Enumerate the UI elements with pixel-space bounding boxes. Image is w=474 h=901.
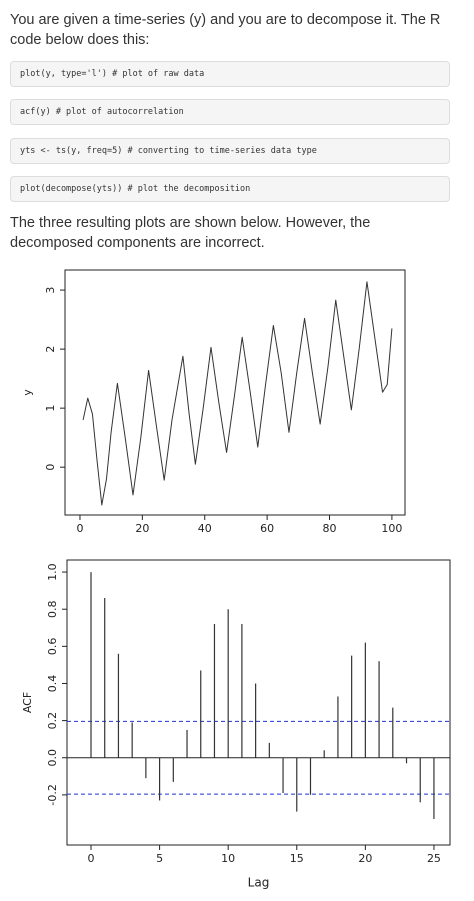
x-tick-label: 100	[381, 522, 402, 535]
y-tick-label: 2	[44, 346, 57, 353]
x-tick-label: 20	[135, 522, 149, 535]
y-tick-label: 0.6	[46, 638, 59, 656]
y-axis-label: ACF	[21, 692, 34, 713]
plot-frame	[64, 269, 406, 516]
y-tick-label: 1.0	[46, 563, 59, 581]
y-tick-label: 0.0	[46, 749, 59, 767]
x-tick-label: 10	[221, 852, 235, 865]
paragraph: The three resulting plots are shown belo…	[10, 215, 371, 251]
y-tick-label: 1	[44, 405, 57, 412]
y-tick-label: -0.2	[46, 784, 59, 805]
x-tick-label: 60	[260, 522, 274, 535]
series-line	[82, 281, 393, 506]
x-tick-label: 25	[427, 852, 441, 865]
code-block: yts <- ts(y, freq=5) # converting to tim…	[10, 138, 450, 164]
x-tick-label: 40	[198, 522, 212, 535]
x-tick-label: 15	[290, 852, 304, 865]
code-block: acf(y) # plot of autocorrelation	[10, 99, 450, 125]
y-tick-label: 0.2	[46, 712, 59, 730]
code-block: plot(y, type='l') # plot of raw data	[10, 61, 450, 87]
x-tick-label: 0	[88, 852, 95, 865]
paragraph: You are given a time-series (y) and you …	[10, 12, 441, 48]
x-tick-label: 80	[323, 522, 337, 535]
x-tick-label: 5	[156, 852, 163, 865]
x-tick-label: 0	[76, 522, 83, 535]
plot-frame	[66, 559, 451, 846]
y-tick-label: 0.4	[46, 675, 59, 693]
y-tick-label: 0.8	[46, 600, 59, 618]
y-axis-label: y	[21, 389, 34, 396]
y-tick-label: 0	[44, 464, 57, 471]
y-tick-label: 3	[44, 287, 57, 294]
x-tick-label: 20	[358, 852, 372, 865]
x-axis-label: Lag	[248, 876, 270, 890]
code-block: plot(decompose(yts)) # plot the decompos…	[10, 176, 450, 202]
